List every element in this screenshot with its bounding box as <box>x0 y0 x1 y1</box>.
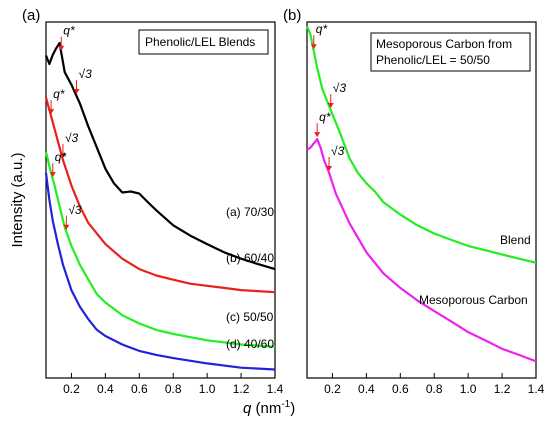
x-tick-label: 0.6 <box>392 382 409 396</box>
peak-marker-label: q* <box>316 22 328 36</box>
peak-marker-label: √3 <box>79 67 93 81</box>
panel-a-legend-text: Phenolic/LEL Blends <box>145 35 255 49</box>
peak-arrowhead <box>59 153 66 159</box>
y-axis-label: Intensity (a.u.) <box>9 152 26 247</box>
x-axis-symbol: q <box>243 400 252 417</box>
panel-b-frame <box>306 21 537 379</box>
x-tick-label: 1.0 <box>199 382 216 396</box>
x-tick-label: 0.4 <box>358 382 375 396</box>
peak-marker-label: √3 <box>331 144 345 158</box>
peak-arrowhead <box>327 103 334 109</box>
panel-b-legend-line-2: Phenolic/LEL = 50/50 <box>376 53 490 67</box>
panel-b-x-ticks: 0.2 0.4 0.6 0.8 1.0 1.2 1.4 <box>324 373 545 396</box>
series-line-a-2 <box>44 151 276 348</box>
label-50-50: (c) 50/50 <box>226 310 274 324</box>
peak-arrowhead <box>49 172 56 178</box>
label-mesoporous-carbon: Mesoporous Carbon <box>419 293 528 307</box>
panel-b-letter: (b) <box>283 7 301 24</box>
panel-b-annotations: q* √3 q* √3 <box>310 22 347 171</box>
x-tick-label: 1.2 <box>494 382 511 396</box>
x-tick-label: 0.2 <box>63 382 80 396</box>
x-tick-label: 1.2 <box>233 382 250 396</box>
peak-arrowhead <box>310 44 317 50</box>
x-axis-unit: (nm <box>251 400 281 417</box>
x-axis-exp: -1 <box>281 399 290 410</box>
label-70-30: (a) 70/30 <box>226 205 274 219</box>
panel-a-legend-box <box>138 29 269 55</box>
panel-a-annotations: q* √3 q* √3 q* √3 <box>48 24 92 230</box>
panel-b-curves <box>305 25 537 363</box>
peak-marker-label: √3 <box>333 81 347 95</box>
series-line-a-0 <box>44 41 276 271</box>
x-tick-label: 0.2 <box>324 382 341 396</box>
series-line-b-1 <box>306 138 537 363</box>
peak-arrowhead <box>63 224 70 230</box>
panel-a: (a) Phenolic/LEL Blends 0.2 0.4 0.6 0.8 1.0 1… <box>22 7 284 396</box>
peak-marker-label: q* <box>55 150 67 164</box>
panel-a-letter: (a) <box>22 7 40 24</box>
x-tick-label: 1.4 <box>267 382 284 396</box>
x-axis-label: q (nm-1) <box>243 399 295 417</box>
peak-marker-label: q* <box>53 87 65 101</box>
panel-b-legend-line-1: Mesoporous Carbon from <box>376 37 512 51</box>
x-tick-label: 0.8 <box>426 382 443 396</box>
panel-b-legend-box <box>370 32 531 72</box>
series-line-a-3 <box>44 172 276 371</box>
label-60-40: (b) 60/40 <box>226 251 274 265</box>
peak-arrowhead <box>48 109 55 115</box>
peak-arrowhead <box>326 165 333 171</box>
series-line-b-0 <box>305 25 537 264</box>
peak-marker-label: √3 <box>68 203 82 217</box>
series-line-a-1 <box>44 97 276 294</box>
panel-a-curves <box>44 41 276 371</box>
x-tick-label: 1.0 <box>460 382 477 396</box>
peak-marker-label: q* <box>319 110 331 124</box>
x-tick-label: 1.4 <box>528 382 545 396</box>
x-axis-close: ) <box>290 400 295 417</box>
panel-b: (b) Mesoporous Carbon from Phenolic/LEL … <box>283 7 545 396</box>
x-tick-label: 0.4 <box>97 382 114 396</box>
peak-arrowhead <box>58 45 65 51</box>
label-40-60: (d) 40/60 <box>226 337 274 351</box>
peak-marker-label: √3 <box>65 131 79 145</box>
label-blend: Blend <box>500 233 531 247</box>
peak-marker-label: q* <box>63 24 75 38</box>
x-tick-label: 0.6 <box>131 382 148 396</box>
peak-arrowhead <box>73 88 80 94</box>
panel-a-frame <box>45 21 276 379</box>
x-tick-label: 0.8 <box>165 382 182 396</box>
peak-arrowhead <box>314 132 321 138</box>
panel-a-x-ticks: 0.2 0.4 0.6 0.8 1.0 1.2 1.4 <box>63 373 284 396</box>
